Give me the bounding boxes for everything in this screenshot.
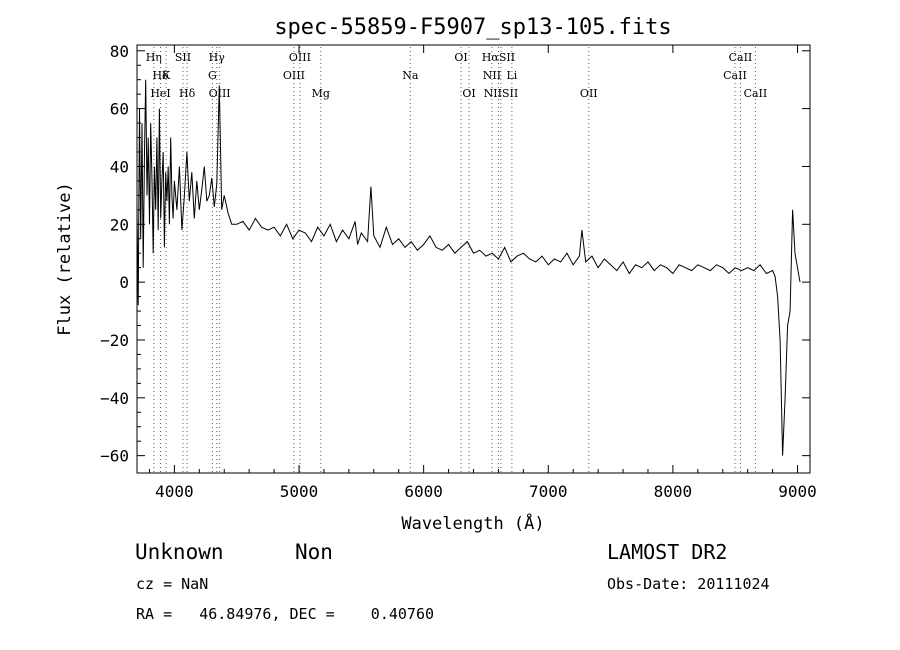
y-tick-label: −20 [100, 331, 129, 350]
y-axis-label: Flux (relative) [55, 182, 75, 336]
spectral-line-markers: HηHδKHeISIIHδHγGOIIIOIIIOIIIMgNaOIOIHαSI… [146, 47, 768, 472]
line-marker-label: CaII [744, 87, 768, 100]
x-tick-label: 8000 [654, 482, 693, 501]
y-tick-label: 0 [119, 273, 129, 292]
survey-label: LAMOST DR2 [607, 540, 728, 564]
x-tick-label: 7000 [529, 482, 568, 501]
line-marker-label: G [208, 69, 217, 82]
plot-frame [136, 44, 811, 474]
y-tick-label: 80 [110, 42, 129, 61]
line-marker-label: Li [506, 69, 517, 82]
x-axis-label: Wavelength (Å) [401, 512, 544, 534]
x-tick-label: 4000 [155, 482, 194, 501]
coordinates-value: RA = 46.84976, DEC = 0.40760 [136, 605, 435, 623]
obs-date-value: Obs-Date: 20111024 [607, 575, 770, 593]
line-marker-label: NIISII [484, 87, 519, 100]
line-marker-label: SII [175, 51, 191, 64]
line-marker-label: OI [462, 87, 475, 100]
line-marker-label: OII [580, 87, 598, 100]
x-tick-label: 5000 [280, 482, 319, 501]
line-marker-label: Mg [312, 87, 330, 100]
chart-title: spec-55859-F5907_sp13-105.fits [274, 15, 671, 40]
y-tick-label: 20 [110, 215, 129, 234]
x-tick-label: 6000 [404, 482, 443, 501]
line-marker-label: OIII [289, 51, 311, 64]
y-axis-ticks: −60 −40 −20 0 20 40 60 80 [100, 42, 810, 466]
line-marker-label: CaII [729, 51, 753, 64]
y-tick-label: −60 [100, 447, 129, 466]
y-tick-label: 60 [110, 100, 129, 119]
line-marker-label: Hδ [179, 87, 196, 100]
line-marker-label: OI [454, 51, 467, 64]
line-marker-label: Hη [146, 51, 162, 64]
line-marker-label: Hγ [209, 51, 226, 64]
line-marker-label: HeI [150, 87, 170, 100]
line-marker-label: OIII [283, 69, 305, 82]
line-marker-label: HαSII [482, 51, 515, 64]
line-marker-label: Na [402, 69, 419, 82]
line-marker-label: NII [483, 69, 501, 82]
object-subclass-label: Non [295, 540, 333, 564]
cz-value: cz = NaN [136, 575, 209, 593]
line-marker-label: K [162, 69, 171, 82]
x-tick-label: 9000 [778, 482, 817, 501]
y-tick-label: −40 [100, 389, 129, 408]
x-axis-ticks: 4000 5000 6000 7000 8000 9000 [148, 45, 817, 501]
spectrum-series-line [136, 79, 801, 456]
y-tick-label: 40 [110, 157, 129, 176]
line-marker-label: CaII [723, 69, 747, 82]
object-class-label: Unknown [135, 540, 224, 564]
